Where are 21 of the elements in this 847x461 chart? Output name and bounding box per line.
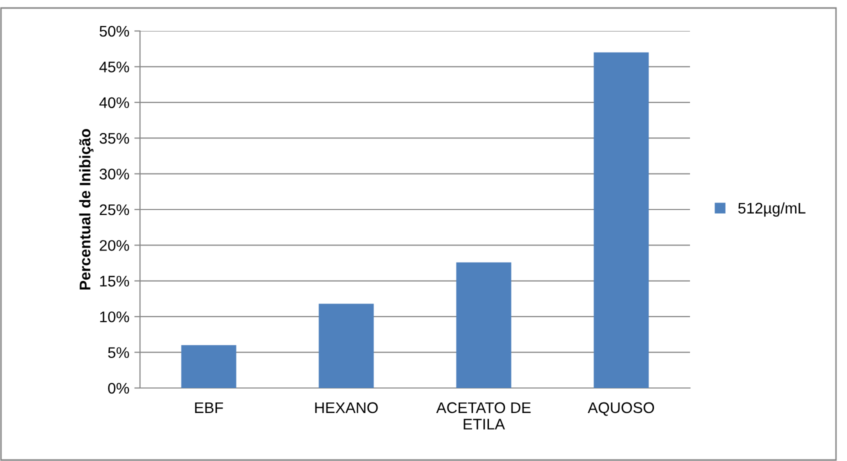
bar — [456, 262, 512, 388]
y-tick-label: 20% — [100, 240, 130, 251]
y-tick-label: 45% — [99, 62, 130, 72]
y-tick-label: 10% — [100, 311, 130, 322]
bar — [594, 52, 649, 388]
y-tick-label: 40% — [99, 97, 130, 108]
y-tick-label: 5% — [108, 347, 130, 358]
y-tick-label: 25% — [100, 204, 130, 216]
y-tick-label: 0% — [108, 382, 130, 394]
bar — [318, 304, 374, 388]
y-tick-label: 50% — [100, 26, 130, 37]
x-tick-label: AQUOSO — [588, 402, 654, 416]
x-tick-label: HEXANO — [315, 402, 378, 414]
y-tick-label: 30% — [100, 168, 130, 180]
x-tick-label: EBF — [195, 402, 223, 413]
y-tick-label: 35% — [100, 132, 130, 144]
legend-label: 512µg/mL — [738, 202, 806, 217]
x-tick-label: ACETATO DE ETILA — [436, 402, 531, 430]
y-tick-label: 15% — [100, 276, 130, 287]
y-axis-title: Percentual de Inibição — [79, 129, 94, 290]
bar — [181, 345, 236, 388]
